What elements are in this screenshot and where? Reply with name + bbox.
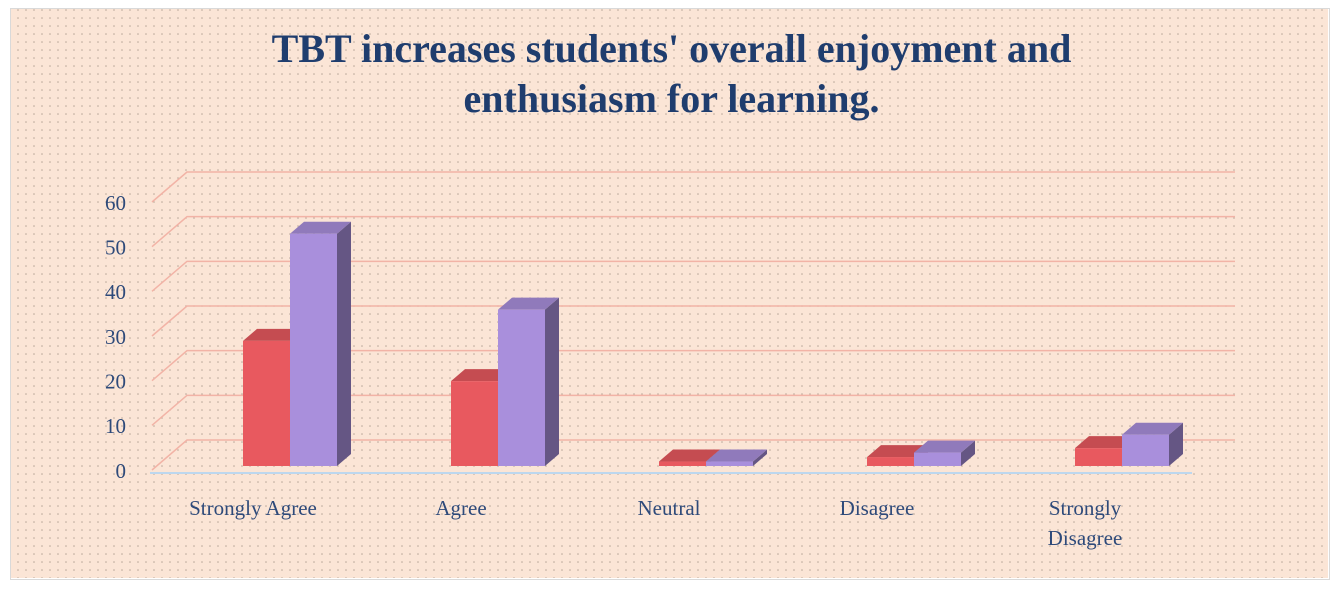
bar bbox=[498, 309, 545, 466]
x-tick-label: Agree bbox=[435, 496, 487, 520]
chart-background bbox=[11, 9, 1328, 578]
bar bbox=[914, 452, 961, 466]
bar-top bbox=[498, 297, 559, 310]
chart-title: TBT increases students' overall enjoymen… bbox=[271, 26, 1072, 121]
bar-top bbox=[1122, 422, 1183, 435]
y-tick-label: 40 bbox=[105, 280, 126, 304]
bar-top bbox=[290, 221, 351, 234]
chart-title-box: TBT increases students' overall enjoymen… bbox=[0, 24, 1343, 124]
y-tick-label: 0 bbox=[116, 459, 127, 483]
bar bbox=[1122, 434, 1169, 466]
grid-line bbox=[151, 394, 1235, 426]
bar-top bbox=[867, 445, 928, 458]
y-tick-label: 50 bbox=[105, 235, 126, 259]
bar bbox=[659, 461, 706, 466]
grid-line bbox=[151, 349, 1235, 382]
bar-side bbox=[753, 449, 767, 466]
bar bbox=[1075, 448, 1122, 466]
grid-line bbox=[151, 171, 1235, 203]
bar-top bbox=[659, 449, 720, 462]
x-tick-label: Strongly Agree bbox=[189, 496, 317, 520]
bar-top bbox=[1075, 436, 1136, 449]
bar-top bbox=[914, 440, 975, 453]
bar-side bbox=[961, 440, 975, 466]
grid-line bbox=[151, 305, 1235, 337]
bar-top bbox=[451, 369, 512, 382]
bar bbox=[451, 381, 498, 466]
bar bbox=[706, 461, 753, 466]
bar bbox=[867, 457, 914, 466]
bar-side bbox=[1169, 422, 1183, 466]
bar-side bbox=[545, 297, 559, 466]
bar-side bbox=[337, 221, 351, 466]
y-tick-label: 60 bbox=[105, 191, 126, 215]
bar bbox=[290, 233, 337, 466]
x-tick-label: Neutral bbox=[637, 496, 701, 520]
bar-top bbox=[243, 328, 304, 341]
y-tick-label: 20 bbox=[105, 369, 126, 393]
grid-line bbox=[151, 439, 1235, 471]
bar bbox=[243, 340, 290, 466]
chart-frame bbox=[10, 8, 1330, 580]
y-tick-label: 10 bbox=[105, 414, 126, 438]
grid-line bbox=[151, 260, 1235, 292]
grid-line bbox=[151, 215, 1235, 248]
y-tick-label: 30 bbox=[105, 325, 126, 349]
x-tick-label: Disagree bbox=[839, 496, 915, 520]
bar-top bbox=[706, 449, 767, 462]
x-tick-label: Strongly Disagree bbox=[1047, 496, 1123, 550]
